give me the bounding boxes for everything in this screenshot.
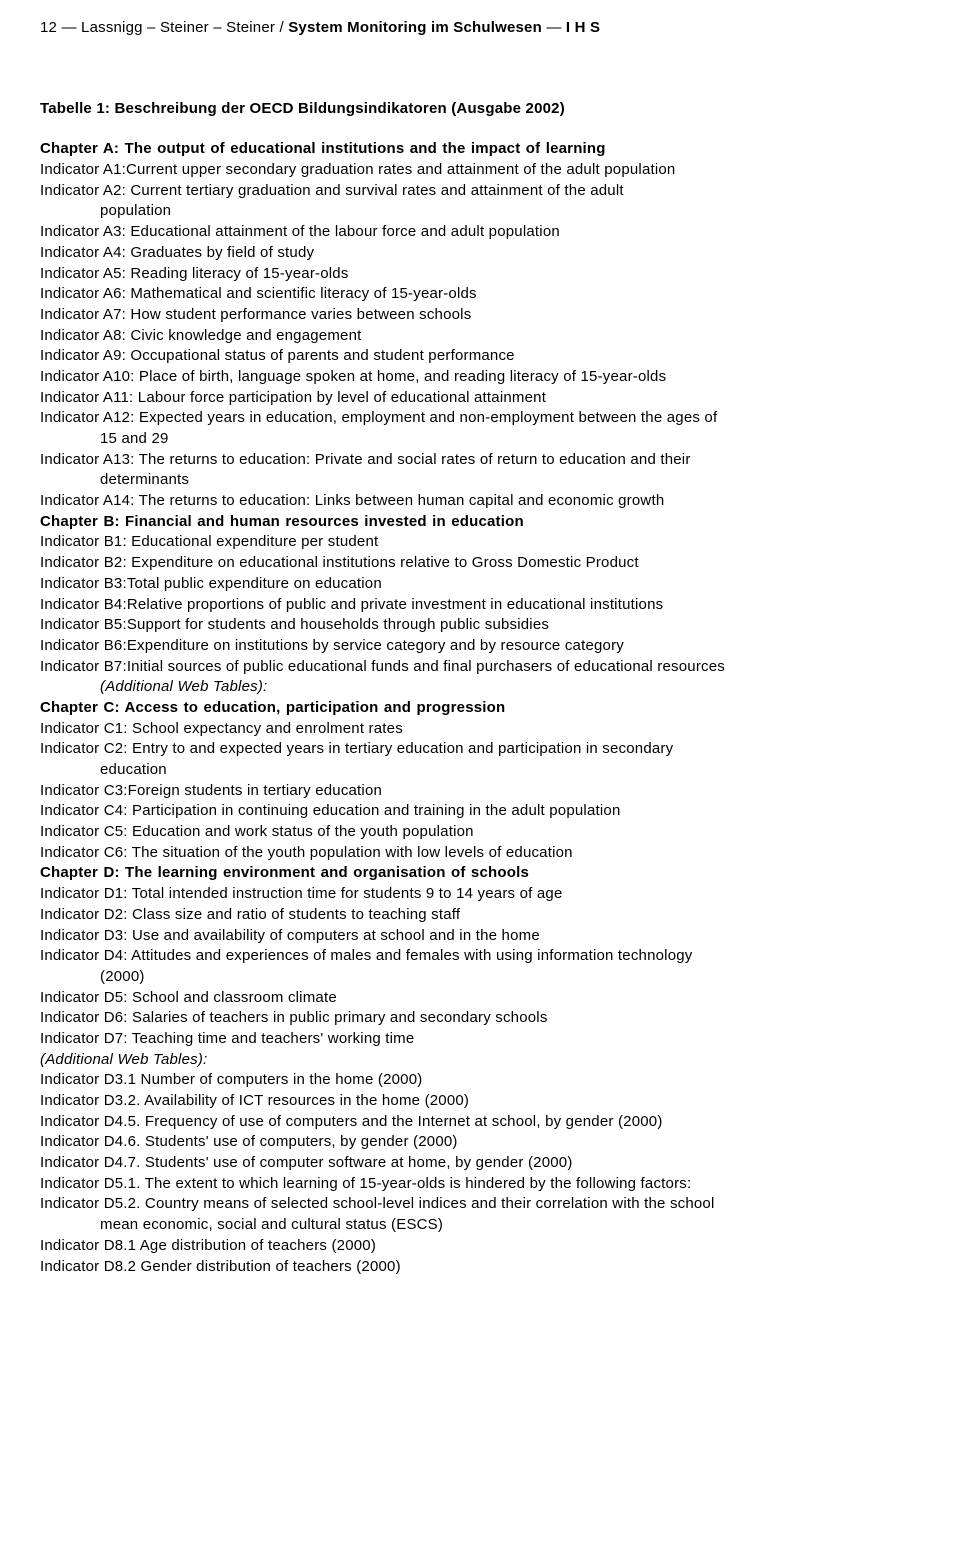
chapter-heading: Chapter C: Access to education, particip… — [40, 698, 920, 719]
text-line: Indicator D8.1 Age distribution of teach… — [40, 1236, 920, 1257]
text-line: Indicator B1: Educational expenditure pe… — [40, 532, 920, 553]
text-line: education — [40, 760, 920, 781]
authors: Lassnigg – Steiner – Steiner — [81, 19, 275, 36]
text-line: Indicator D5.2. Country means of selecte… — [40, 1194, 920, 1215]
text-line: Indicator A10: Place of birth, language … — [40, 367, 920, 388]
text-line: Indicator A5: Reading literacy of 15-yea… — [40, 264, 920, 285]
text-line: Indicator A13: The returns to education:… — [40, 450, 920, 471]
text-line: Indicator B5:Support for students and ho… — [40, 615, 920, 636]
text-line: Indicator B7:Initial sources of public e… — [40, 657, 920, 678]
text-line: Indicator B2: Expenditure on educational… — [40, 553, 920, 574]
text-line: Indicator D7: Teaching time and teachers… — [40, 1029, 920, 1050]
text-line: Indicator C6: The situation of the youth… — [40, 843, 920, 864]
text-line: (Additional Web Tables): — [40, 1050, 920, 1071]
text-line: Indicator A8: Civic knowledge and engage… — [40, 326, 920, 347]
table-title: Tabelle 1: Beschreibung der OECD Bildung… — [40, 99, 920, 120]
text-line: (2000) — [40, 967, 920, 988]
text-line: Indicator A2: Current tertiary graduatio… — [40, 181, 920, 202]
org: I H S — [566, 19, 600, 36]
text-line: Indicator B6:Expenditure on institutions… — [40, 636, 920, 657]
text-line: Indicator A6: Mathematical and scientifi… — [40, 284, 920, 305]
text-line: Indicator A3: Educational attainment of … — [40, 222, 920, 243]
text-line: Indicator D4.7. Students' use of compute… — [40, 1153, 920, 1174]
text-line: Indicator B4:Relative proportions of pub… — [40, 595, 920, 616]
text-line: determinants — [40, 470, 920, 491]
text-line: Indicator D1: Total intended instruction… — [40, 884, 920, 905]
text-line: Indicator A9: Occupational status of par… — [40, 346, 920, 367]
text-line: Indicator D5.1. The extent to which lear… — [40, 1174, 920, 1195]
page-number: 12 — [40, 19, 57, 36]
chapter-heading: Chapter B: Financial and human resources… — [40, 512, 920, 533]
text-line: Indicator D3: Use and availability of co… — [40, 926, 920, 947]
text-line: Indicator B3:Total public expenditure on… — [40, 574, 920, 595]
text-line: Indicator C2: Entry to and expected year… — [40, 739, 920, 760]
chapter-heading: Chapter D: The learning environment and … — [40, 863, 920, 884]
text-line: Indicator D2: Class size and ratio of st… — [40, 905, 920, 926]
doc-title: System Monitoring im Schulwesen — [288, 19, 542, 36]
text-line: Indicator D6: Salaries of teachers in pu… — [40, 1008, 920, 1029]
text-line: Indicator A1:Current upper secondary gra… — [40, 160, 920, 181]
text-line: Indicator C1: School expectancy and enro… — [40, 719, 920, 740]
text-line: (Additional Web Tables): — [40, 677, 920, 698]
text-line: Indicator D3.2. Availability of ICT reso… — [40, 1091, 920, 1112]
text-line: Indicator A4: Graduates by field of stud… — [40, 243, 920, 264]
text-line: Indicator C5: Education and work status … — [40, 822, 920, 843]
page-header: 12 — Lassnigg – Steiner – Steiner / Syst… — [40, 18, 920, 39]
text-line: Indicator D4.5. Frequency of use of comp… — [40, 1112, 920, 1133]
text-line: Indicator D3.1 Number of computers in th… — [40, 1070, 920, 1091]
text-line: Indicator A12: Expected years in educati… — [40, 408, 920, 429]
text-line: Indicator D5: School and classroom clima… — [40, 988, 920, 1009]
document-body: Chapter A: The output of educational ins… — [40, 139, 920, 1277]
text-line: Indicator A11: Labour force participatio… — [40, 388, 920, 409]
text-line: Indicator A14: The returns to education:… — [40, 491, 920, 512]
text-line: Indicator A7: How student performance va… — [40, 305, 920, 326]
chapter-heading: Chapter A: The output of educational ins… — [40, 139, 920, 160]
text-line: Indicator C3:Foreign students in tertiar… — [40, 781, 920, 802]
text-line: Indicator D4.6. Students' use of compute… — [40, 1132, 920, 1153]
text-line: Indicator D8.2 Gender distribution of te… — [40, 1257, 920, 1278]
text-line: Indicator D4: Attitudes and experiences … — [40, 946, 920, 967]
text-line: mean economic, social and cultural statu… — [40, 1215, 920, 1236]
text-line: Indicator C4: Participation in continuin… — [40, 801, 920, 822]
text-line: 15 and 29 — [40, 429, 920, 450]
text-line: population — [40, 201, 920, 222]
